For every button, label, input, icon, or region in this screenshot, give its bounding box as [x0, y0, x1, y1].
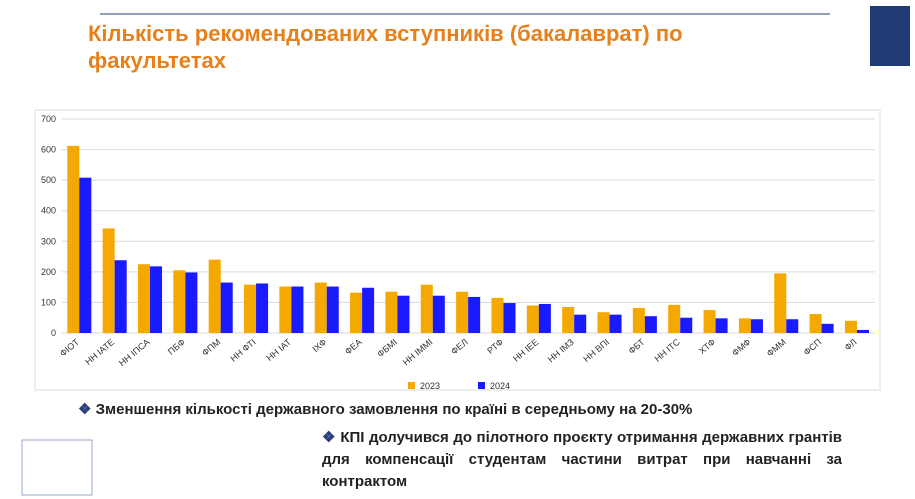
x-tick-label: НН ІТС	[652, 337, 682, 364]
x-tick-label: ФІОТ	[58, 337, 82, 359]
bar	[704, 310, 716, 333]
bar	[680, 318, 692, 333]
bar	[562, 307, 574, 333]
bar	[456, 292, 468, 333]
y-tick-label: 0	[51, 328, 56, 338]
bar	[244, 285, 256, 333]
x-tick-label: ІХФ	[310, 337, 328, 354]
bar	[633, 308, 645, 333]
x-tick-label: ФБМІ	[375, 337, 399, 359]
bar	[150, 266, 162, 333]
bar	[645, 316, 657, 333]
legend-label: 2023	[420, 381, 440, 391]
bar	[845, 321, 857, 333]
bar	[315, 283, 327, 333]
bar	[810, 314, 822, 333]
bar	[751, 319, 763, 333]
building-ornament	[22, 440, 92, 495]
x-tick-label: ФМФ	[730, 337, 753, 358]
y-tick-label: 100	[41, 297, 56, 307]
chart: 0 100 200 300 400 500 600 700 ФІОТНН ІАТЕНН ІПСА…	[0, 0, 915, 499]
x-tick-label: ФСП	[802, 337, 824, 357]
bar	[362, 288, 374, 333]
bar	[221, 283, 233, 333]
y-tick-label: 300	[41, 236, 56, 246]
x-tick-label: НН ІАТЕ	[83, 337, 116, 367]
bar	[103, 228, 115, 333]
x-tick-label: ФЕА	[343, 337, 364, 357]
bar	[433, 296, 445, 333]
bar	[421, 285, 433, 333]
bar	[79, 178, 91, 333]
bar	[527, 305, 539, 333]
bullet: Зменшення кількості державного замовленн…	[78, 399, 692, 421]
legend-swatch	[478, 382, 485, 389]
bar	[774, 273, 786, 333]
bar	[115, 260, 127, 333]
x-tick-label: НН ІЕЕ	[511, 337, 540, 364]
y-tick-label: 700	[41, 114, 56, 124]
bar	[67, 146, 79, 333]
bar	[822, 324, 834, 333]
bar	[256, 283, 268, 333]
x-tick-label: ФЕЛ	[449, 337, 470, 357]
bar	[786, 319, 798, 333]
legend-label: 2024	[490, 381, 510, 391]
y-tick-label: 200	[41, 267, 56, 277]
x-tick-label: ФБТ	[626, 337, 646, 356]
bar	[503, 303, 515, 333]
bar	[610, 315, 622, 333]
bar	[185, 272, 197, 333]
bullet: КПІ долучився до пілотного проєкту отрим…	[322, 427, 842, 493]
bar	[385, 292, 397, 333]
bar	[327, 287, 339, 333]
x-tick-label: НН ІМЗ	[546, 337, 576, 365]
bar	[279, 287, 291, 333]
logo	[870, 6, 910, 66]
x-tick-label: РТФ	[485, 337, 505, 356]
x-tick-label: НН ІАТ	[265, 337, 294, 363]
bar	[209, 260, 221, 333]
bar	[468, 297, 480, 333]
x-tick-label: ФЛ	[843, 337, 859, 353]
bar	[739, 318, 751, 333]
bar	[668, 305, 680, 333]
bar	[598, 312, 610, 333]
bar	[138, 264, 150, 333]
x-tick-label: НН ІПСА	[117, 337, 152, 368]
x-tick-label: НН ІММІ	[401, 337, 435, 367]
bar	[291, 287, 303, 333]
bar	[716, 318, 728, 333]
x-tick-label: ПБФ	[166, 337, 187, 357]
legend-swatch	[408, 382, 415, 389]
x-tick-label: ФММ	[765, 337, 788, 359]
y-tick-label: 400	[41, 206, 56, 216]
bar	[574, 315, 586, 333]
slide-title: Кількість рекомендованих вступників (бак…	[88, 20, 708, 74]
bar	[173, 270, 185, 333]
x-tick-label: НН ВПІ	[581, 337, 611, 364]
bar	[350, 293, 362, 333]
bar	[397, 296, 409, 333]
x-tick-label: ХТФ	[697, 337, 717, 356]
bar	[857, 330, 869, 333]
bar	[539, 304, 551, 333]
x-tick-label: НН ФТІ	[228, 337, 257, 364]
slide: 0 100 200 300 400 500 600 700 ФІОТНН ІАТЕНН ІПСА…	[0, 0, 915, 499]
y-tick-label: 600	[41, 145, 56, 155]
y-tick-label: 500	[41, 175, 56, 185]
x-tick-label: ФПМ	[200, 337, 222, 358]
bar	[491, 298, 503, 333]
